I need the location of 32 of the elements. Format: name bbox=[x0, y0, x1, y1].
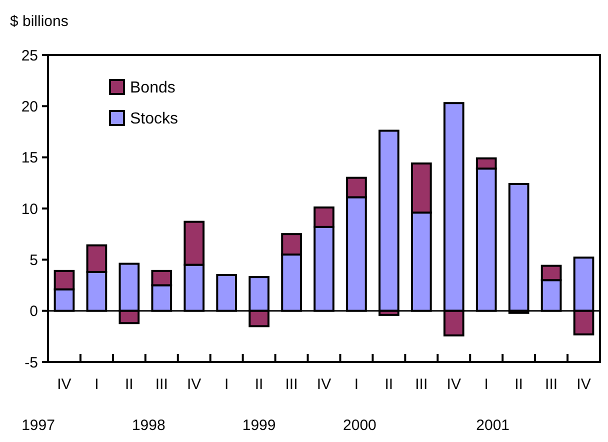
x-tick-label: III bbox=[545, 376, 558, 393]
x-tick-label: I bbox=[94, 376, 99, 393]
x-tick-label: III bbox=[285, 376, 298, 393]
y-tick-label: 20 bbox=[21, 98, 38, 116]
x-tick-label: I bbox=[224, 376, 229, 393]
y-tick-label: 15 bbox=[21, 150, 38, 167]
text: 1998 bbox=[132, 417, 166, 434]
x-tick-label: II bbox=[514, 376, 523, 393]
x-tick-label: I bbox=[484, 376, 488, 393]
x-tick-label: I bbox=[354, 376, 359, 393]
x-tick-label: III bbox=[415, 376, 428, 393]
x-tick-label: IV bbox=[446, 376, 461, 393]
legend-label: Stocks bbox=[130, 110, 178, 128]
y-tick-label: 10 bbox=[21, 200, 38, 218]
y-axis-title: $ billions bbox=[10, 13, 68, 30]
x-tick-label: III bbox=[155, 376, 168, 393]
y-tick-label: 0 bbox=[30, 303, 38, 320]
text: 1999 bbox=[242, 417, 276, 434]
y-tick-label: -5 bbox=[24, 354, 38, 372]
x-tick-label: IV bbox=[57, 376, 72, 393]
y-tick-label: 5 bbox=[30, 252, 38, 269]
legend-label: Bonds bbox=[130, 80, 176, 97]
x-tick-label: IV bbox=[576, 376, 591, 393]
x-tick-label: IV bbox=[316, 376, 332, 393]
text: 1997 bbox=[22, 417, 55, 434]
x-tick-label: II bbox=[125, 376, 134, 393]
text: 2000 bbox=[343, 417, 376, 434]
x-tick-label: II bbox=[384, 376, 394, 393]
x-tick-label: II bbox=[254, 376, 264, 393]
x-tick-label: IV bbox=[187, 376, 202, 393]
text: 2001 bbox=[476, 417, 510, 434]
y-tick-label: 25 bbox=[21, 47, 38, 64]
